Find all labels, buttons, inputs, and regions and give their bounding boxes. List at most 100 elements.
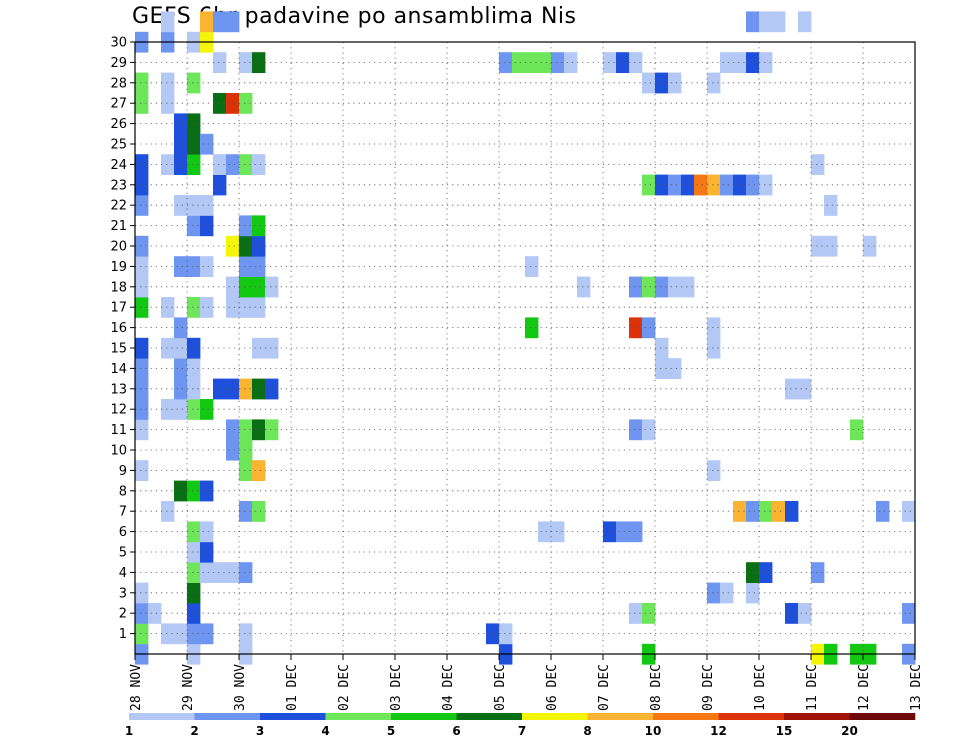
colorbar-swatch xyxy=(718,713,785,720)
heatmap-cell xyxy=(486,623,500,645)
heatmap-cell xyxy=(746,562,760,583)
heatmap-cell xyxy=(824,235,838,257)
heatmap-cell xyxy=(252,276,266,298)
heatmap-cell xyxy=(174,154,188,175)
heatmap-cell xyxy=(668,358,682,379)
x-tick-label: 07 DEC xyxy=(597,664,612,711)
heatmap-cell xyxy=(200,521,214,543)
heatmap-cell xyxy=(733,174,747,196)
heatmap-cell xyxy=(187,72,201,94)
heatmap-cell xyxy=(733,501,747,522)
x-tick-label: 02 DEC xyxy=(337,664,352,711)
heatmap-cell xyxy=(200,480,214,502)
heatmap-cell xyxy=(200,562,214,583)
y-tick-label: 6 xyxy=(119,525,127,540)
x-tick-label: 08 DEC xyxy=(649,664,664,711)
y-tick-label: 26 xyxy=(110,117,127,132)
heatmap-cell xyxy=(252,419,266,441)
heatmap-cell xyxy=(135,93,149,114)
heatmap-cell xyxy=(512,52,526,73)
heatmap-cell xyxy=(213,93,227,114)
heatmap-cell xyxy=(525,256,539,277)
heatmap-cell xyxy=(850,419,864,441)
heatmap-cell xyxy=(798,11,812,33)
heatmap-cell xyxy=(135,174,149,196)
heatmap-cell xyxy=(239,297,253,318)
heatmap-cell xyxy=(538,521,552,543)
heatmap-cell xyxy=(187,378,201,400)
heatmap-cell xyxy=(187,603,201,624)
heatmap-cell xyxy=(577,276,591,298)
heatmap-cell xyxy=(200,297,214,318)
heatmap-cell xyxy=(187,113,201,135)
heatmap-cell xyxy=(226,419,240,441)
y-tick-label: 29 xyxy=(110,56,127,71)
y-tick-label: 15 xyxy=(110,342,127,357)
heatmap-cell xyxy=(499,623,513,645)
heatmap-cell xyxy=(798,603,812,624)
heatmap-cell xyxy=(629,419,643,441)
y-tick-label: 2 xyxy=(119,607,127,622)
heatmap-cell xyxy=(629,276,643,298)
heatmap-cell xyxy=(655,337,669,359)
colorbar-label: 5 xyxy=(387,724,395,738)
colorbar-label: 1 xyxy=(125,724,133,738)
heatmap-cell xyxy=(265,419,279,441)
heatmap-cell xyxy=(187,541,201,563)
x-tick-label: 12 DEC xyxy=(857,664,872,711)
heatmap-cell xyxy=(252,501,266,522)
colorbar-label: 20 xyxy=(841,724,858,738)
heatmap-cell xyxy=(239,256,253,277)
heatmap-cell xyxy=(200,195,214,216)
y-tick-label: 24 xyxy=(110,158,127,173)
x-tick-label: 29 NOV xyxy=(181,664,196,711)
heatmap-cell xyxy=(226,562,240,583)
heatmap-cell xyxy=(174,623,188,645)
heatmap-cell xyxy=(785,501,799,522)
heatmap-cell xyxy=(603,52,617,73)
colorbar-swatch xyxy=(194,713,261,720)
heatmap-cell xyxy=(174,480,188,502)
heatmap-cell xyxy=(135,297,149,318)
y-tick-label: 17 xyxy=(110,301,127,316)
heatmap-cell xyxy=(239,52,253,73)
heatmap-cell xyxy=(811,235,825,257)
heatmap-cell xyxy=(642,174,656,196)
heatmap-cell xyxy=(200,399,214,420)
heatmap-cell xyxy=(772,501,786,522)
heatmap-cell xyxy=(252,256,266,277)
x-tick-label: 30 NOV xyxy=(233,664,248,711)
y-tick-label: 7 xyxy=(119,505,127,520)
heatmap-cell xyxy=(135,603,149,624)
heatmap-cell xyxy=(252,52,266,73)
heatmap-cell xyxy=(902,603,916,624)
heatmap-cell xyxy=(746,11,760,33)
heatmap-cell xyxy=(135,154,149,175)
y-tick-label: 22 xyxy=(110,199,127,214)
heatmap-cell xyxy=(642,317,656,339)
heatmap-cell xyxy=(772,11,786,33)
heatmap-cell xyxy=(824,195,838,216)
heatmap-cell xyxy=(720,174,734,196)
heatmap-cell xyxy=(161,501,175,522)
heatmap-cell xyxy=(746,582,760,604)
heatmap-cell xyxy=(174,317,188,339)
y-tick-label: 12 xyxy=(110,403,127,418)
y-tick-label: 21 xyxy=(110,219,127,234)
heatmap-cell xyxy=(187,154,201,175)
heatmap-cell xyxy=(161,93,175,114)
heatmap-cell xyxy=(707,174,721,196)
y-tick-label: 10 xyxy=(110,444,127,459)
heatmap-cell xyxy=(161,154,175,175)
heatmap-cell xyxy=(239,419,253,441)
heatmap-cell xyxy=(252,337,266,359)
y-tick-label: 27 xyxy=(110,97,127,112)
heatmap-cell xyxy=(239,235,253,257)
heatmap-cell xyxy=(668,72,682,94)
heatmap-cell xyxy=(629,317,643,339)
heatmap-cell xyxy=(239,93,253,114)
heatmap-cell xyxy=(239,215,253,237)
heatmap-cell xyxy=(200,541,214,563)
y-tick-label: 20 xyxy=(110,240,127,255)
